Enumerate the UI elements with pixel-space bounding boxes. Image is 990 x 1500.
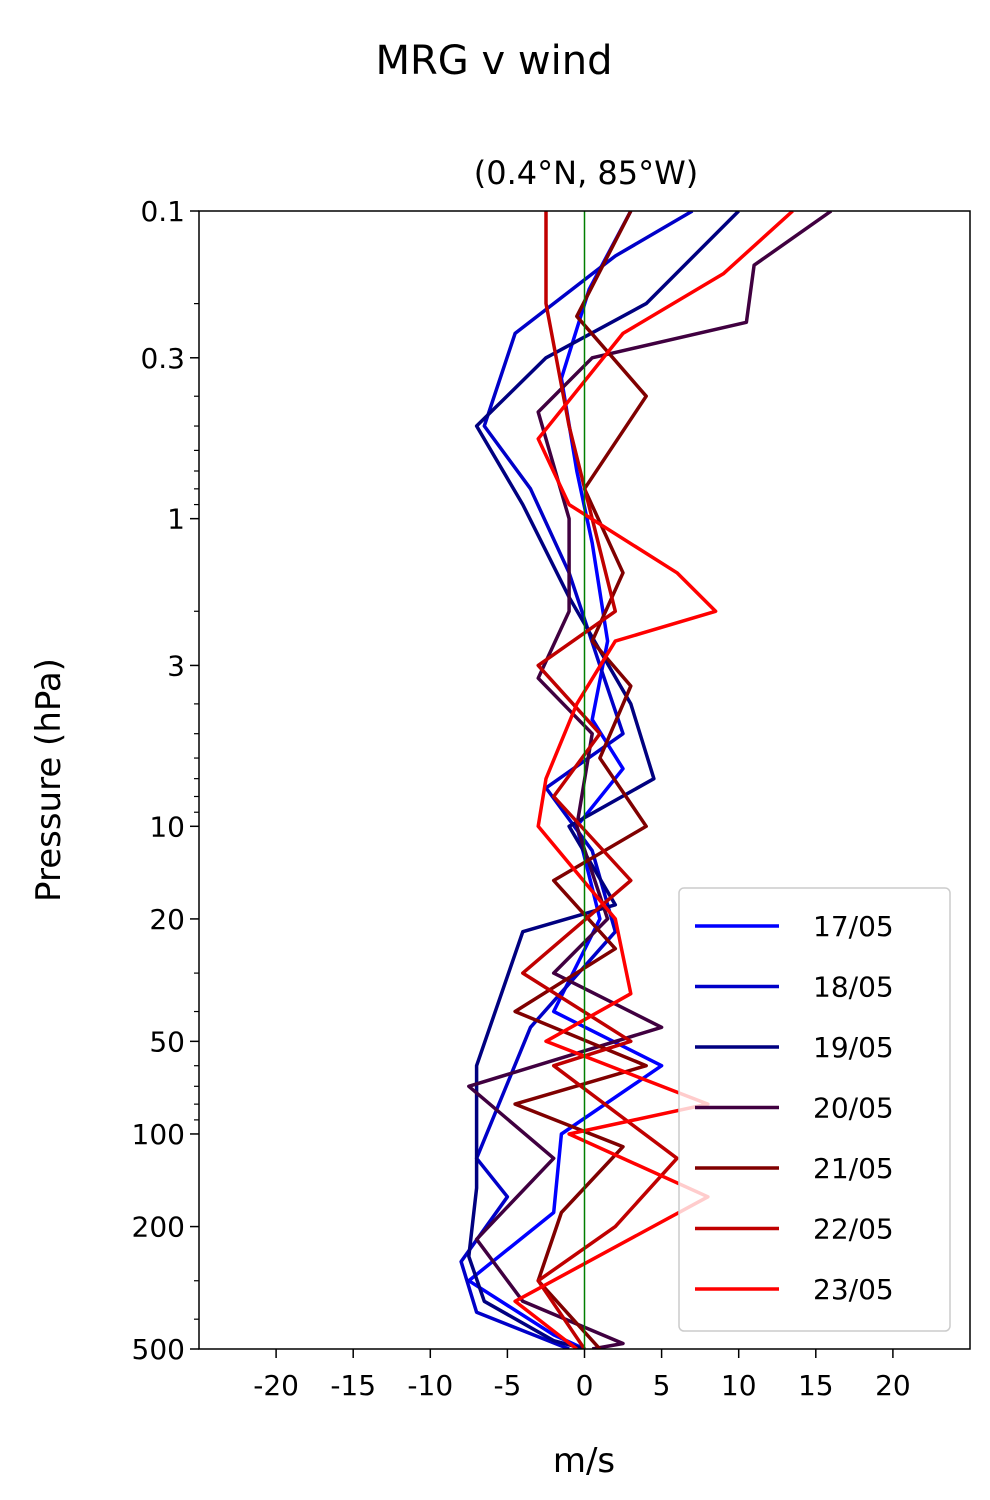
legend-label: 19/05 (813, 1031, 894, 1064)
legend-label: 22/05 (813, 1213, 894, 1246)
y-tick-label: 0.1 (140, 195, 185, 228)
y-tick-label: 3 (167, 649, 185, 682)
series-line-19-05 (467, 211, 740, 1349)
legend-label: 21/05 (813, 1152, 894, 1185)
plot-area (198, 210, 971, 1350)
x-tick-label: 0 (576, 1369, 594, 1402)
legend-label: 20/05 (813, 1092, 894, 1125)
x-tick-label: 20 (875, 1369, 911, 1402)
y-tick-label: 0.3 (140, 342, 185, 375)
legend-label: 23/05 (813, 1273, 894, 1306)
chart-title: MRG v wind (376, 38, 613, 84)
x-axis: -20 -15 -10 -5 0 5 10 15 20 (253, 1349, 911, 1402)
y-tick-label: 200 (132, 1211, 185, 1244)
y-axis-label: Pressure (hPa) (29, 658, 69, 902)
chart-subtitle: (0.4°N, 85°W) (474, 154, 699, 192)
legend-label: 18/05 (813, 971, 894, 1004)
series-layer (459, 211, 833, 1349)
y-tick-label: 1 (167, 503, 185, 536)
x-axis-label: m/s (553, 1441, 615, 1481)
legend-label: 17/05 (813, 910, 894, 943)
series-line-23-05 (513, 211, 794, 1349)
y-tick-label: 20 (149, 903, 185, 936)
x-tick-label: -10 (407, 1369, 453, 1402)
legend-frame (678, 887, 951, 1332)
x-tick-label: 5 (653, 1369, 671, 1402)
series-line-20-05 (467, 211, 833, 1349)
legend: 17/05 18/05 19/05 20/05 21/05 22/05 23/05 (678, 887, 951, 1332)
series-line-22-05 (521, 211, 679, 1349)
x-tick-label: 10 (721, 1369, 757, 1402)
x-tick-label: -5 (493, 1369, 521, 1402)
y-axis: 0.1 0.3 1 3 10 20 50 100 200 500 (132, 195, 199, 1366)
series-line-21-05 (513, 211, 648, 1349)
x-tick-label: -15 (330, 1369, 376, 1402)
x-tick-label: 15 (798, 1369, 834, 1402)
y-tick-label: 500 (132, 1333, 185, 1366)
x-tick-label: -20 (253, 1369, 299, 1402)
y-tick-label: 10 (149, 810, 185, 843)
y-tick-label: 100 (132, 1118, 185, 1151)
y-tick-label: 50 (149, 1025, 185, 1058)
